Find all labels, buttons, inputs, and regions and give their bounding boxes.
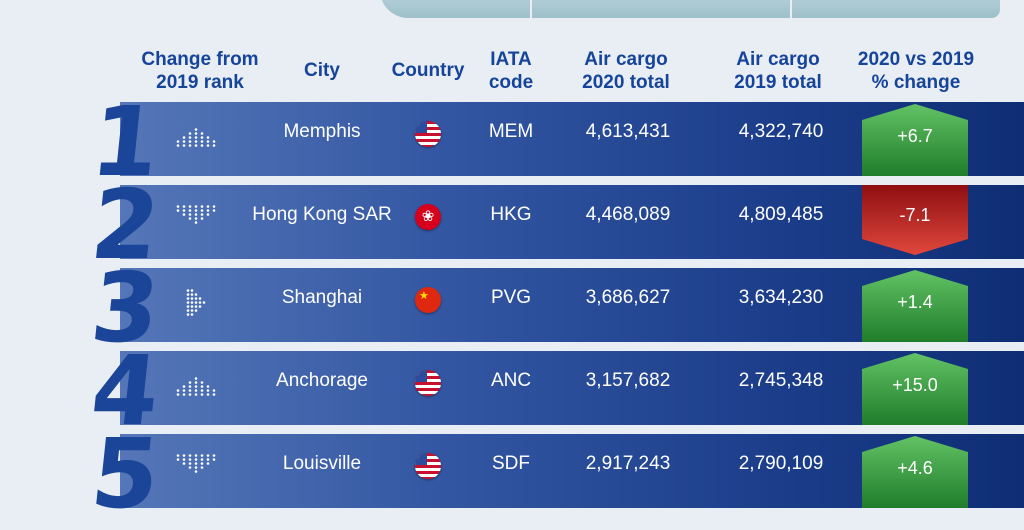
rank-same-arrow-icon — [174, 288, 218, 323]
city-name: Louisville — [282, 453, 362, 474]
cargo-2019-value: 4,322,740 — [738, 121, 824, 142]
table-row: 4 Anchorage ANC 3,157,682 2,745,348 +15.0 — [0, 335, 1024, 447]
iata-code: ANC — [490, 370, 532, 391]
cargo-2020-value: 2,917,243 — [585, 453, 671, 474]
header-country: Country — [391, 60, 465, 81]
pct-change-value: +1.4 — [897, 292, 933, 312]
change-up-badge: +1.4 — [862, 270, 968, 342]
rank-down-arrow-icon — [174, 203, 218, 238]
header-rank-change: Change from 2019 rank — [141, 49, 259, 93]
pct-change-value: +4.6 — [897, 458, 933, 478]
pct-change-value: +15.0 — [892, 375, 938, 395]
rank-up-arrow-icon — [174, 369, 218, 404]
cargo-2019-value: 2,745,348 — [738, 370, 824, 391]
cargo-2019-value: 3,634,230 — [738, 287, 824, 308]
globe-decoration — [380, 0, 1000, 18]
header-city: City — [304, 60, 340, 81]
iata-code: PVG — [490, 287, 532, 308]
pct-change-value: +6.7 — [897, 126, 933, 146]
iata-code: MEM — [488, 121, 534, 142]
us-flag-icon — [415, 121, 441, 147]
us-flag-icon — [415, 453, 441, 479]
rank-down-arrow-icon — [174, 452, 218, 487]
us-flag-icon — [415, 370, 441, 396]
hk-flag-icon — [415, 204, 441, 230]
city-name: Anchorage — [276, 370, 368, 391]
cn-flag-icon — [415, 287, 441, 313]
city-name: Memphis — [283, 121, 361, 142]
city-name: Hong Kong SAR — [252, 204, 392, 225]
table-row: 5 Louisville SDF 2,917,243 2,790,109 +4.6 — [0, 418, 1024, 530]
city-name: Shanghai — [281, 287, 363, 308]
rank-up-arrow-icon — [174, 120, 218, 155]
rank-number: 5 — [86, 418, 161, 530]
cargo-2020-value: 4,613,431 — [585, 121, 671, 142]
pct-change-value: -7.1 — [899, 205, 931, 225]
table-header: Change from 2019 rank City Country IATA … — [0, 48, 1024, 98]
header-pct-change: 2020 vs 2019 % change — [857, 49, 975, 93]
change-down-badge: -7.1 — [862, 185, 968, 257]
change-up-badge: +6.7 — [862, 104, 968, 176]
change-up-badge: +4.6 — [862, 436, 968, 508]
cargo-2019-value: 2,790,109 — [738, 453, 824, 474]
header-iata: IATA code — [488, 49, 534, 93]
cargo-2019-value: 4,809,485 — [738, 204, 824, 225]
cargo-2020-value: 3,157,682 — [585, 370, 671, 391]
change-up-badge: +15.0 — [862, 353, 968, 425]
iata-code: HKG — [490, 204, 532, 225]
cargo-2020-value: 3,686,627 — [585, 287, 671, 308]
iata-code: SDF — [492, 453, 530, 474]
header-cargo-2019: Air cargo 2019 total — [734, 49, 822, 93]
table-row: 1 Memphis MEM 4,613,431 4,322,740 +6.7 — [0, 86, 1024, 198]
header-cargo-2020: Air cargo 2020 total — [582, 49, 670, 93]
cargo-2020-value: 4,468,089 — [585, 204, 671, 225]
